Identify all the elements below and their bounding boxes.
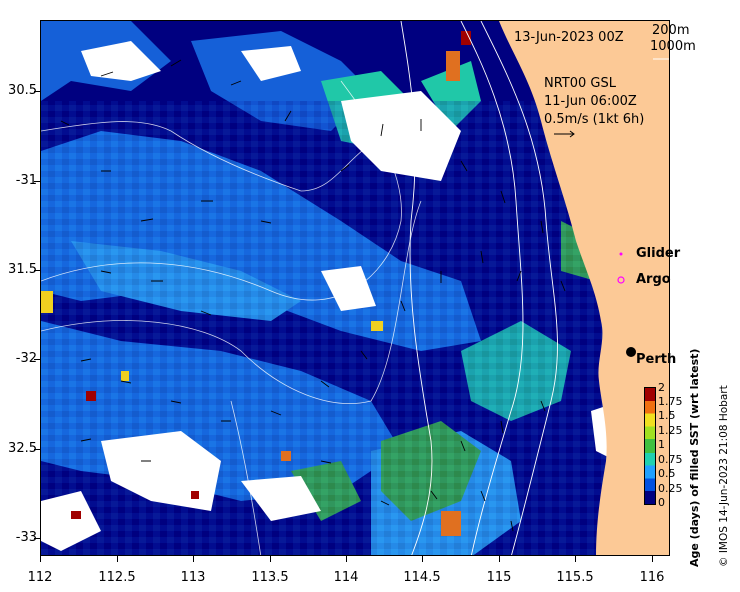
y-tick-mark <box>34 91 40 92</box>
glider-legend-label: Glider <box>636 246 681 261</box>
colorbar-tick-label: 1.5 <box>658 409 676 422</box>
no-data-patch <box>41 491 101 551</box>
scale-arrow-head <box>569 130 575 138</box>
x-tick-label: 113 <box>180 570 206 585</box>
y-tick-label: 30.5 <box>8 83 37 98</box>
colorbar-tick-label: 0 <box>658 496 665 509</box>
perth-marker <box>626 347 636 357</box>
no-data-patch <box>241 476 321 521</box>
y-tick-label: 31.5 <box>8 262 37 277</box>
x-tick-mark <box>346 556 347 562</box>
sst-speckle <box>281 451 291 461</box>
y-tick-mark <box>34 538 40 539</box>
no-data-patch <box>341 91 461 181</box>
depth-label-1000m: 1000m <box>650 39 696 54</box>
x-tick-label: 114.5 <box>403 570 441 585</box>
sst-speckle <box>446 51 460 81</box>
isobath-shelf <box>480 21 558 555</box>
y-tick-mark <box>34 270 40 271</box>
y-tick-label: -32 <box>15 351 37 366</box>
colorbar-tick-label: 2 <box>658 381 665 394</box>
no-data-patch <box>81 41 161 81</box>
sst-speckle <box>71 511 81 519</box>
x-tick-mark <box>193 556 194 562</box>
current-source-label: NRT00 GSL <box>544 76 616 91</box>
x-tick-label: 116 <box>639 570 665 585</box>
current-vectors <box>60 59 566 532</box>
x-tick-mark <box>652 556 653 562</box>
x-tick-mark <box>499 556 500 562</box>
credit-text: © IMOS 14-Jun-2023 21:08 Hobart <box>718 385 730 567</box>
bathymetry-contour <box>41 200 422 404</box>
bathymetry-contour <box>230 400 262 555</box>
x-tick-mark <box>422 556 423 562</box>
current-time-label: 11-Jun 06:00Z <box>544 94 637 109</box>
x-tick-label: 112.5 <box>98 570 136 585</box>
colorbar <box>644 387 656 505</box>
colorbar-tick-label: 0.5 <box>658 467 676 480</box>
colorbar-title: Age (days) of filled SST (wrt latest) <box>688 348 701 567</box>
perth-label: Perth <box>636 352 677 367</box>
sst-speckle <box>441 511 461 536</box>
argo-legend-marker <box>617 276 625 284</box>
colorbar-tick-label: 1.75 <box>658 395 683 408</box>
x-tick-label: 112 <box>27 570 53 585</box>
x-tick-mark <box>40 556 41 562</box>
y-tick-mark <box>34 359 40 360</box>
x-tick-mark <box>117 556 118 562</box>
colorbar-tick-label: 1 <box>658 438 665 451</box>
bathymetry-contour <box>41 80 402 301</box>
no-data-patch <box>241 46 301 81</box>
sst-speckle <box>191 491 199 499</box>
y-tick-label: -33 <box>15 530 37 545</box>
sst-speckle <box>371 321 383 331</box>
isobath-200m <box>460 21 524 555</box>
depth-label-200m: 200m <box>652 23 690 38</box>
map-frame <box>40 20 670 556</box>
sst-speckle <box>121 371 129 381</box>
date-label: 13-Jun-2023 00Z <box>514 30 624 45</box>
glider-legend-marker <box>619 252 623 256</box>
sst-speckle <box>86 391 96 401</box>
colorbar-tick-label: 0.25 <box>658 482 683 495</box>
x-tick-mark <box>270 556 271 562</box>
y-tick-mark <box>34 181 40 182</box>
land-area <box>499 21 669 555</box>
x-tick-label: 113.5 <box>251 570 289 585</box>
isobath-1000m <box>400 21 433 555</box>
y-tick-label: 32.5 <box>8 441 37 456</box>
colorbar-tick-label: 0.75 <box>658 453 683 466</box>
x-tick-mark <box>575 556 576 562</box>
bathymetry-contour <box>41 121 402 192</box>
x-tick-label: 115.5 <box>556 570 594 585</box>
colorbar-tick-label: 1.25 <box>658 424 683 437</box>
x-tick-label: 115 <box>486 570 512 585</box>
sst-map <box>41 21 669 555</box>
y-tick-label: -31 <box>15 173 37 188</box>
sst-speckle <box>461 31 471 45</box>
scale-label: 0.5m/s (1kt 6h) <box>544 112 645 127</box>
no-data-patch <box>321 266 376 311</box>
y-tick-mark <box>34 449 40 450</box>
argo-legend-label: Argo <box>636 272 671 287</box>
sst-speckle <box>41 291 53 313</box>
x-tick-label: 114 <box>333 570 359 585</box>
